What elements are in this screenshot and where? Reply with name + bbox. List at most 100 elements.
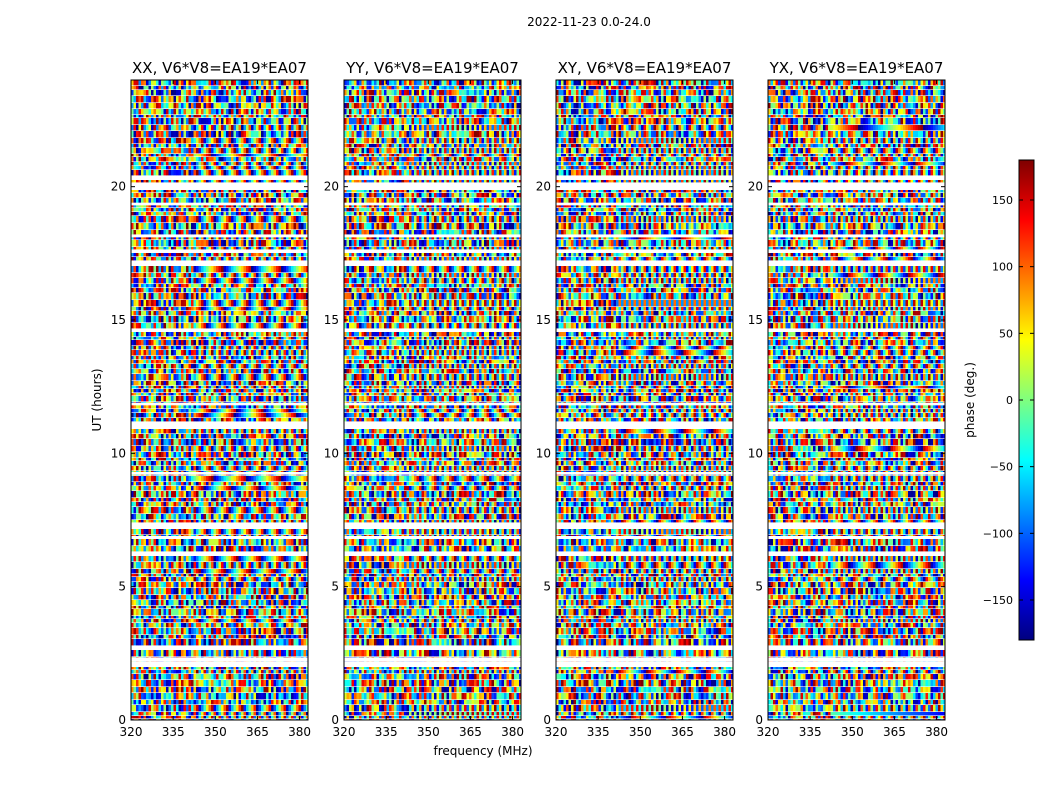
x-tick-label: 350 (629, 725, 652, 739)
panels: XX, V6*V8=EA19*EA07 320 335 350 365 380 0 5 10 15… (111, 59, 948, 739)
flagged-band (556, 662, 733, 666)
y-tick-label: 5 (331, 580, 339, 594)
flagged-band (344, 662, 521, 666)
x-tick-label: 335 (375, 725, 398, 739)
y-tick-label: 15 (111, 313, 126, 327)
x-tick-label: 365 (459, 725, 482, 739)
colorbar-tick-label: −100 (983, 527, 1013, 540)
colorbar-tick-label: −150 (983, 594, 1013, 607)
flagged-band (768, 402, 945, 406)
x-tick-label: 320 (757, 725, 780, 739)
x-tick-label: 350 (417, 725, 440, 739)
flagged-band (556, 472, 733, 475)
panel-title: XY, V6*V8=EA19*EA07 (558, 59, 732, 77)
x-tick-label: 320 (333, 725, 356, 739)
y-axis-label: UT (hours) (90, 368, 104, 431)
panel-title: XX, V6*V8=EA19*EA07 (132, 59, 307, 77)
x-tick-label: 350 (841, 725, 864, 739)
flagged-band (131, 402, 308, 406)
flagged-band (768, 657, 945, 662)
flagged-band (131, 176, 308, 180)
x-tick-label: 335 (162, 725, 185, 739)
x-tick-label: 335 (799, 725, 822, 739)
panel-title: YX, V6*V8=EA19*EA07 (769, 59, 944, 77)
flagged-band (344, 176, 521, 180)
panel-4: YX, V6*V8=EA19*EA07 320 335 350 365 380 0 5 10 15… (748, 59, 948, 739)
y-tick-label: 5 (543, 580, 551, 594)
flagged-band (556, 202, 733, 206)
x-axis-label: frequency (MHz) (433, 744, 532, 758)
y-tick-label: 20 (111, 180, 126, 194)
colorbar-label: phase (deg.) (963, 362, 977, 438)
y-tick-label: 5 (755, 580, 763, 594)
heatmap-cells (556, 80, 733, 720)
flagged-band (344, 202, 521, 206)
y-tick-label: 20 (324, 180, 339, 194)
y-tick-label: 15 (536, 313, 551, 327)
heatmap-cells (131, 80, 308, 720)
flagged-band (556, 234, 733, 238)
x-tick-label: 320 (545, 725, 568, 739)
y-tick-label: 5 (118, 580, 126, 594)
flagged-band (768, 202, 945, 206)
flagged-band (344, 472, 521, 475)
flagged-band (344, 402, 521, 406)
panel-3: XY, V6*V8=EA19*EA07 320 335 350 365 380 0 5 10 15… (536, 59, 736, 739)
flagged-band (344, 536, 521, 539)
flagged-band (344, 657, 521, 662)
panel-frame (555, 79, 734, 721)
flagged-band (768, 176, 945, 180)
y-tick-label: 0 (118, 713, 126, 727)
colorbar-tick-label: 100 (992, 261, 1013, 274)
flagged-band (768, 234, 945, 238)
y-tick-label: 0 (331, 713, 339, 727)
x-tick-label: 350 (204, 725, 227, 739)
panel-frame (343, 79, 522, 721)
y-tick-label: 20 (536, 180, 551, 194)
panel-title: YY, V6*V8=EA19*EA07 (345, 59, 519, 77)
flagged-band (131, 657, 308, 662)
y-tick-label: 10 (536, 446, 551, 460)
panel-2: YY, V6*V8=EA19*EA07 320 335 350 365 380 0 5 10 15… (324, 59, 524, 739)
y-tick-label: 10 (111, 446, 126, 460)
flagged-band (768, 472, 945, 475)
flagged-band (768, 536, 945, 539)
flagged-band (131, 662, 308, 666)
colorbar-tick-label: 150 (992, 194, 1013, 207)
colorbar-tick-label: −50 (990, 461, 1013, 474)
x-tick-label: 365 (246, 725, 269, 739)
y-tick-label: 20 (748, 180, 763, 194)
flagged-band (131, 202, 308, 206)
colorbar-tick-label: 50 (999, 327, 1013, 340)
y-tick-label: 0 (755, 713, 763, 727)
colorbar: 150 100 50 0 −50 −100 −150 (983, 159, 1035, 641)
y-tick-label: 15 (324, 313, 339, 327)
x-tick-label: 380 (713, 725, 736, 739)
flagged-band (131, 234, 308, 238)
x-tick-label: 320 (120, 725, 143, 739)
flagged-band (556, 536, 733, 539)
colorbar-tick-label: 0 (1006, 394, 1013, 407)
x-tick-label: 335 (587, 725, 610, 739)
heatmap-cells (768, 80, 945, 720)
flagged-band (556, 176, 733, 180)
flagged-band (344, 234, 521, 238)
x-tick-label: 380 (501, 725, 524, 739)
y-tick-label: 15 (748, 313, 763, 327)
x-tick-label: 380 (925, 725, 948, 739)
figure-title: 2022-11-23 0.0-24.0 (527, 15, 651, 29)
panel-1: XX, V6*V8=EA19*EA07 320 335 350 365 380 0 5 10 15… (111, 59, 311, 739)
y-tick-label: 10 (324, 446, 339, 460)
panel-frame (130, 79, 309, 721)
x-tick-label: 365 (671, 725, 694, 739)
flagged-band (768, 662, 945, 666)
x-tick-label: 380 (288, 725, 311, 739)
x-tick-label: 365 (883, 725, 906, 739)
flagged-band (556, 402, 733, 406)
flagged-band (131, 472, 308, 475)
y-tick-label: 0 (543, 713, 551, 727)
flagged-band (556, 657, 733, 662)
heatmap-cells (344, 80, 521, 720)
panel-frame (767, 79, 946, 721)
